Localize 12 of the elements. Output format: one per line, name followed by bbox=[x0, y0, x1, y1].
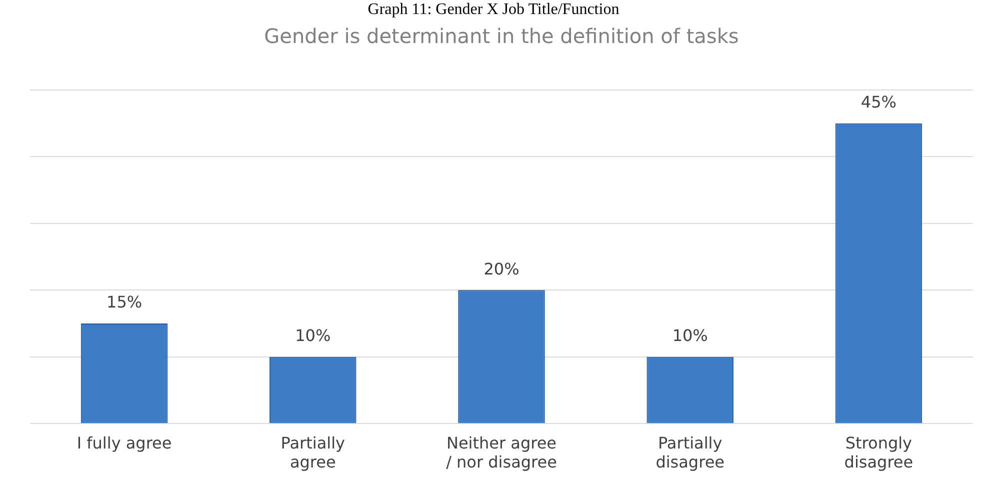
data-label: 45% bbox=[860, 92, 896, 112]
data-label: 10% bbox=[672, 326, 708, 346]
x-tick-label: I fully agree bbox=[76, 433, 172, 452]
x-tick-label: Partially agree bbox=[280, 433, 345, 472]
data-label: 20% bbox=[484, 259, 520, 278]
chart-title: Gender is determinant in the definition of tasks bbox=[264, 24, 739, 48]
x-tick-label: Strongly disagree bbox=[844, 433, 914, 472]
data-label: 10% bbox=[295, 326, 331, 346]
x-tick-label: Neither agree / nor disagree bbox=[446, 433, 557, 472]
x-tick-label: Partially disagree bbox=[656, 433, 725, 472]
data-label: 15% bbox=[106, 292, 142, 312]
caption: Graph 11: Gender X Job Title/Function bbox=[366, 1, 620, 19]
